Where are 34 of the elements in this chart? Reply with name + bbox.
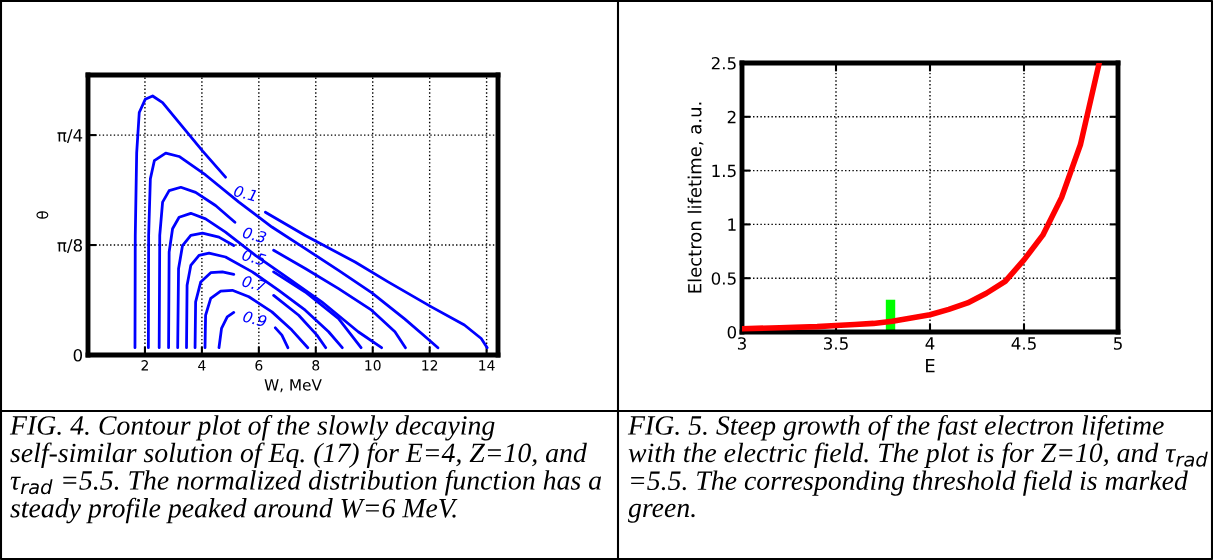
y-tick-label: 0 (73, 348, 83, 362)
x-tick-label: 4.5 (1011, 337, 1036, 350)
x-tick-label: 8 (312, 360, 320, 371)
caption: FIG. 4. Contour plot of the slowly decaying self-similar solution of Eq. (17) for E=4, Z=10, and τ$_{rad}$ =5.5. The normalized distribution function has a steady profile peaked around W=6 MeV. (9, 415, 602, 524)
line-series (185, 251, 344, 350)
line-series (167, 211, 383, 350)
x-tick-label: 3 (737, 337, 746, 350)
x-tick-label: 10 (365, 360, 381, 371)
y-tick-label: π/8 (57, 239, 82, 253)
text: 0.3 (242, 226, 267, 244)
text: 0.7 (241, 275, 268, 293)
y-tick-label: 1.5 (712, 164, 736, 178)
x-tick-label: 14 (479, 360, 495, 371)
line-series (146, 151, 440, 350)
y-tick-label: 1 (728, 218, 736, 231)
caption: FIG. 5. Steep growth of the fast electron lifetime with the electric field. The plot is for Z=10, and τ$_{rad}$ =5.5. The corresponding threshold field is marked green. (627, 415, 1208, 523)
y-tick-label: π/4 (57, 129, 83, 143)
x-tick-label: 6 (255, 360, 263, 371)
x-tick-label: 5 (1113, 337, 1122, 350)
x-tick-label: 4 (198, 360, 206, 371)
y-axis-title: Electron lifetime, a.u. (687, 102, 704, 293)
x-axis-title: E (926, 359, 935, 373)
y-tick-label: 0 (727, 325, 737, 339)
x-axis-title: W, MeV (264, 379, 322, 393)
y-tick-label: 0.5 (711, 272, 736, 285)
y-tick-label: 2 (727, 110, 736, 124)
y-tick-label: 2.5 (711, 56, 736, 70)
y-axis-title: θ (36, 211, 49, 219)
text: 0.9 (242, 310, 268, 328)
x-tick-label: 2 (141, 360, 148, 371)
text: 0.1 (233, 184, 257, 202)
x-tick-label: 3.5 (824, 337, 848, 350)
x-tick-label: 4 (925, 337, 935, 350)
x-tick-label: 12 (422, 360, 438, 371)
